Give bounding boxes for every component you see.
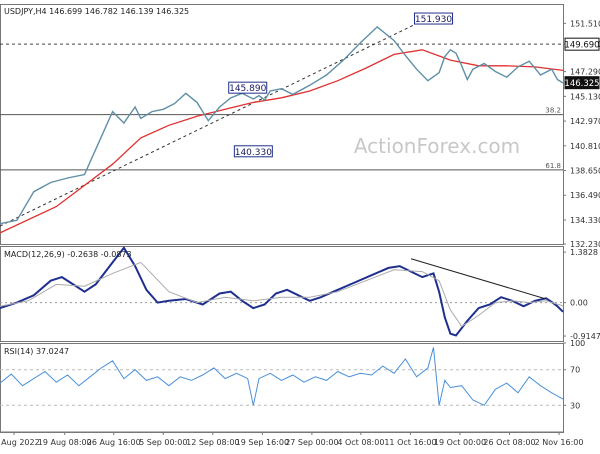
macd-line <box>0 246 564 337</box>
price-panel-title: USDJPY,H4 146.699 146.782 146.139 146.32… <box>4 7 189 16</box>
rsi-line <box>0 347 564 406</box>
price-y-tick-label: 147.290 <box>570 68 600 77</box>
x-axis-tick-label: 26 Aug 16:00 <box>87 438 141 447</box>
price-callout-label: 151.930 <box>415 15 452 25</box>
price-y-tick-label: 132.230 <box>570 240 600 249</box>
resistance-price-badge-text: 149.690 <box>564 41 599 51</box>
macd-panel-frame <box>0 246 564 342</box>
price-y-tick-label: 138.650 <box>570 167 600 176</box>
price-callout-box <box>233 145 273 158</box>
price-y-tick-label: 151.510 <box>570 19 600 28</box>
x-axis-tick-label: 4 Oct 08:00 <box>337 438 384 447</box>
rsi-y-tick-label: 70 <box>570 366 580 375</box>
price-y-tick-label: 140.810 <box>570 142 600 151</box>
rsi-y-tick-label: 100 <box>570 339 585 348</box>
macd-panel-title: MACD(12,26,9) -0.2638 -0.0873 <box>4 250 132 259</box>
last-price-badge-box <box>564 76 600 90</box>
x-axis-tick-label: 19 Aug 08:00 <box>38 438 92 447</box>
price-series-line <box>0 25 564 225</box>
x-axis-tick-label: 2 Nov 16:00 <box>535 438 584 447</box>
x-axis-tick-label: 19 Oct 00:00 <box>434 438 486 447</box>
rsi-y-tick-label: 30 <box>570 401 580 410</box>
price-y-tick-label: 145.130 <box>570 92 600 101</box>
rsi-panel-title: RSI(14) 37.0247 <box>4 347 69 356</box>
price-panel-frame <box>0 4 564 245</box>
rsi-panel-frame <box>0 343 564 433</box>
macd-y-tick-label: 0.00 <box>570 299 588 308</box>
price-trend-line <box>0 14 434 227</box>
x-axis-tick-label: 19 Sep 16:00 <box>236 438 289 447</box>
macd-trend-line <box>410 258 547 300</box>
macd-signal-line <box>0 261 564 328</box>
price-y-tick-label: 142.970 <box>570 117 600 126</box>
price-callout-label: 145.890 <box>229 84 266 94</box>
x-axis-tick-label: 27 Sep 00:00 <box>285 438 338 447</box>
watermark-text: ActionForex.com <box>354 134 520 158</box>
x-axis-tick-label: 26 Oct 08:00 <box>483 438 535 447</box>
x-axis-tick-label: 5 Sep 00:00 <box>139 438 187 447</box>
macd-y-tick-label: 1.3828 <box>570 248 598 257</box>
price-callout-box <box>228 81 268 94</box>
price-callout-label: 140.330 <box>235 148 272 158</box>
x-axis-tick-label: 12 Sep 08:00 <box>186 438 239 447</box>
x-axis-tick-label: 12 Aug 2022 <box>0 438 40 447</box>
macd-y-tick-label: -0.9147 <box>570 332 600 341</box>
fib-level-label: 61.8 <box>545 162 561 170</box>
resistance-price-badge-box <box>564 37 600 51</box>
last-price-badge-text: 146.325 <box>564 79 599 89</box>
x-axis-tick-label: 11 Oct 16:00 <box>384 438 436 447</box>
price-y-tick-label: 134.330 <box>570 216 600 225</box>
price-callout-box <box>414 12 454 25</box>
fib-level-label: 38.2 <box>545 107 561 115</box>
price-y-tick-label: 136.490 <box>570 191 600 200</box>
